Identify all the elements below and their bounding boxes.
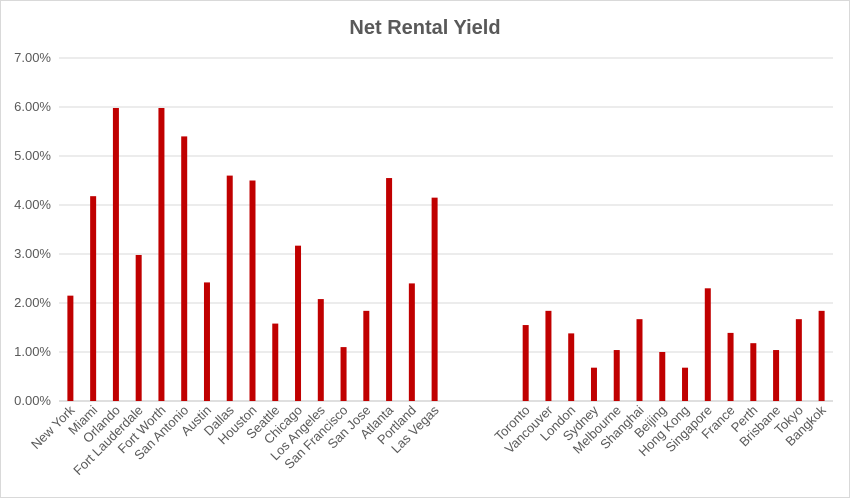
bar: [613, 350, 620, 401]
bar: [340, 347, 347, 401]
y-tick-label: 0.00%: [14, 393, 51, 408]
bar: [590, 367, 597, 401]
bar: [226, 175, 233, 401]
bar: [818, 310, 825, 401]
bar: [431, 197, 438, 401]
y-tick-label: 6.00%: [14, 99, 51, 114]
bar: [295, 245, 302, 401]
bar: [773, 350, 780, 401]
bar: [90, 196, 97, 401]
bar: [249, 180, 256, 401]
bar: [272, 323, 279, 401]
bar: [545, 310, 552, 401]
bar: [67, 295, 74, 401]
bar: [158, 107, 165, 401]
y-tick-label: 2.00%: [14, 295, 51, 310]
bar: [659, 352, 666, 401]
bar: [568, 333, 575, 401]
y-tick-label: 3.00%: [14, 246, 51, 261]
bar: [317, 299, 324, 401]
bar: [795, 319, 802, 401]
bar: [386, 178, 393, 401]
y-axis-ticks: 0.00% 1.00% 2.00% 3.00% 4.00% 5.00% 6.00% 7.00%: [14, 50, 51, 408]
bar: [727, 332, 734, 401]
bar: [636, 319, 643, 401]
bar: [203, 282, 210, 401]
y-tick-label: 7.00%: [14, 50, 51, 65]
bar: [135, 254, 142, 401]
bar: [181, 136, 188, 401]
bar: [112, 107, 119, 401]
bar: [363, 310, 370, 401]
bars: [67, 107, 825, 401]
bar: [682, 367, 689, 401]
y-tick-label: 4.00%: [14, 197, 51, 212]
bar: [522, 325, 529, 401]
chart-title: Net Rental Yield: [349, 17, 500, 39]
y-tick-label: 1.00%: [14, 344, 51, 359]
y-tick-label: 5.00%: [14, 148, 51, 163]
bar: [408, 283, 415, 401]
gridlines: [59, 57, 833, 402]
bar: [704, 288, 711, 401]
bar: [750, 343, 757, 401]
